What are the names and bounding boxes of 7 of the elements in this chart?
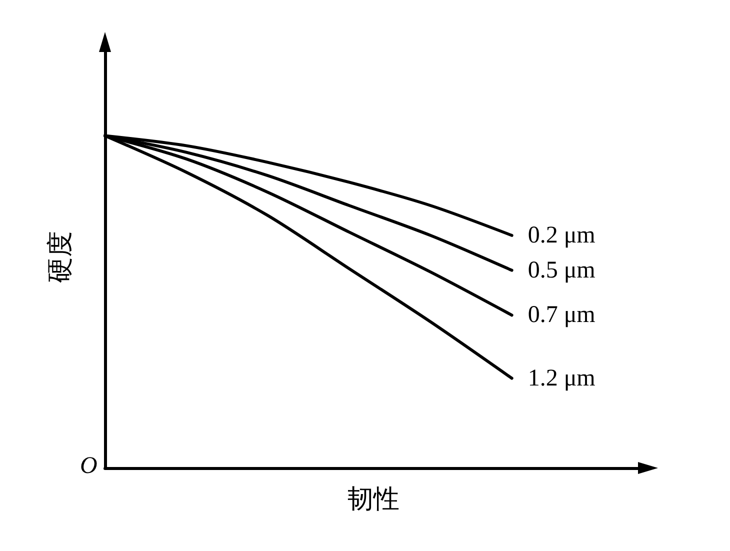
- y-axis-title: 硬度: [46, 231, 74, 283]
- series-label: 0.2 μm: [528, 222, 596, 248]
- x-axis-title: 韧性: [348, 484, 400, 514]
- annotation: O: [80, 453, 98, 479]
- series-label: 0.5 μm: [528, 257, 596, 284]
- series-label: 0.7 μm: [528, 302, 596, 328]
- series-label: 1.2 μm: [528, 365, 596, 392]
